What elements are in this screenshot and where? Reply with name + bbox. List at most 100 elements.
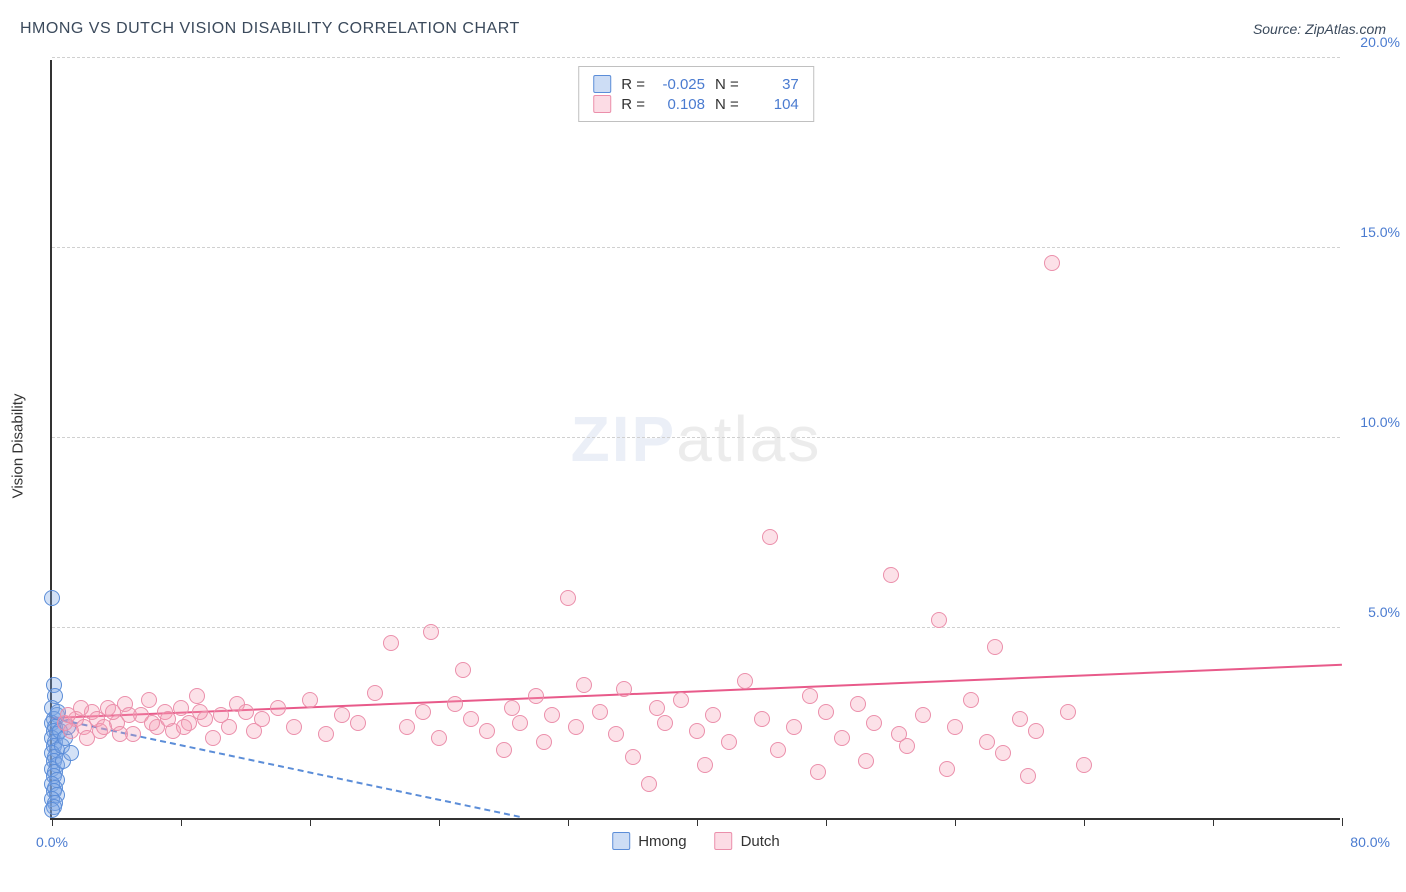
scatter-point <box>786 719 802 735</box>
scatter-point <box>112 726 128 742</box>
scatter-point <box>576 677 592 693</box>
scatter-point <box>536 734 552 750</box>
swatch-pink-icon <box>593 95 611 113</box>
scatter-point <box>141 692 157 708</box>
chart-title: HMONG VS DUTCH VISION DISABILITY CORRELA… <box>20 20 520 38</box>
watermark-zip: ZIP <box>571 403 677 475</box>
scatter-point <box>479 723 495 739</box>
r-label: R = <box>621 76 645 93</box>
stats-row-dutch: R = 0.108 N = 104 <box>593 95 799 113</box>
scatter-point <box>504 700 520 716</box>
scatter-point <box>697 757 713 773</box>
scatter-point <box>608 726 624 742</box>
scatter-point <box>939 761 955 777</box>
scatter-point <box>192 704 208 720</box>
scatter-point <box>689 723 705 739</box>
scatter-point <box>899 738 915 754</box>
scatter-point <box>568 719 584 735</box>
swatch-blue-icon <box>593 75 611 93</box>
scatter-point <box>1012 711 1028 727</box>
grid-line <box>52 57 1340 58</box>
scatter-point <box>931 612 947 628</box>
scatter-point <box>528 688 544 704</box>
scatter-point <box>367 685 383 701</box>
legend-label-hmong: Hmong <box>638 833 686 850</box>
legend-item-hmong: Hmong <box>612 832 686 850</box>
scatter-point <box>979 734 995 750</box>
scatter-point <box>205 730 221 746</box>
stats-legend: R = -0.025 N = 37 R = 0.108 N = 104 <box>578 66 814 122</box>
x-tick <box>826 818 827 826</box>
scatter-point <box>96 719 112 735</box>
scatter-point <box>431 730 447 746</box>
scatter-point <box>160 711 176 727</box>
scatter-point <box>254 711 270 727</box>
r-label-2: R = <box>621 96 645 113</box>
watermark-atlas: atlas <box>676 403 821 475</box>
x-tick <box>52 818 53 826</box>
hmong-n-value: 37 <box>749 76 799 93</box>
dutch-r-value: 0.108 <box>655 96 705 113</box>
scatter-point <box>641 776 657 792</box>
scatter-point <box>883 567 899 583</box>
scatter-point <box>189 688 205 704</box>
scatter-point <box>544 707 560 723</box>
scatter-point <box>44 802 60 818</box>
scatter-point <box>1020 768 1036 784</box>
scatter-point <box>995 745 1011 761</box>
y-axis-title: Vision Disability <box>10 394 27 499</box>
grid-line <box>52 247 1340 248</box>
scatter-point <box>318 726 334 742</box>
scatter-point <box>1044 255 1060 271</box>
scatter-point <box>176 719 192 735</box>
scatter-point <box>616 681 632 697</box>
scatter-point <box>173 700 189 716</box>
watermark: ZIPatlas <box>571 402 822 476</box>
scatter-point <box>121 707 137 723</box>
y-tick-label: 5.0% <box>1368 604 1400 620</box>
scatter-point <box>1028 723 1044 739</box>
scatter-point <box>302 692 318 708</box>
scatter-point <box>415 704 431 720</box>
scatter-point <box>770 742 786 758</box>
n-label: N = <box>715 76 739 93</box>
scatter-point <box>649 700 665 716</box>
x-tick <box>697 818 698 826</box>
scatter-point <box>512 715 528 731</box>
scatter-point <box>802 688 818 704</box>
x-tick <box>310 818 311 826</box>
scatter-point <box>286 719 302 735</box>
scatter-point <box>673 692 689 708</box>
stats-row-hmong: R = -0.025 N = 37 <box>593 75 799 93</box>
legend-swatch-pink-icon <box>715 832 733 850</box>
scatter-point <box>818 704 834 720</box>
x-tick <box>1213 818 1214 826</box>
scatter-point <box>737 673 753 689</box>
dutch-n-value: 104 <box>749 96 799 113</box>
scatter-point <box>834 730 850 746</box>
x-tick <box>439 818 440 826</box>
scatter-point <box>63 723 79 739</box>
scatter-point <box>423 624 439 640</box>
scatter-point <box>810 764 826 780</box>
scatter-point <box>63 745 79 761</box>
scatter-point <box>105 704 121 720</box>
scatter-point <box>455 662 471 678</box>
scatter-point <box>625 749 641 765</box>
scatter-point <box>350 715 366 731</box>
legend-swatch-blue-icon <box>612 832 630 850</box>
n-label-2: N = <box>715 96 739 113</box>
y-tick-label: 10.0% <box>1360 414 1400 430</box>
scatter-point <box>963 692 979 708</box>
scatter-point <box>221 719 237 735</box>
scatter-point <box>850 696 866 712</box>
scatter-point <box>334 707 350 723</box>
y-tick-label: 20.0% <box>1360 34 1400 50</box>
scatter-point <box>44 590 60 606</box>
scatter-point <box>399 719 415 735</box>
scatter-point <box>762 529 778 545</box>
scatter-point <box>383 635 399 651</box>
x-axis-min-label: 0.0% <box>36 834 68 850</box>
scatter-point <box>915 707 931 723</box>
scatter-point <box>987 639 1003 655</box>
